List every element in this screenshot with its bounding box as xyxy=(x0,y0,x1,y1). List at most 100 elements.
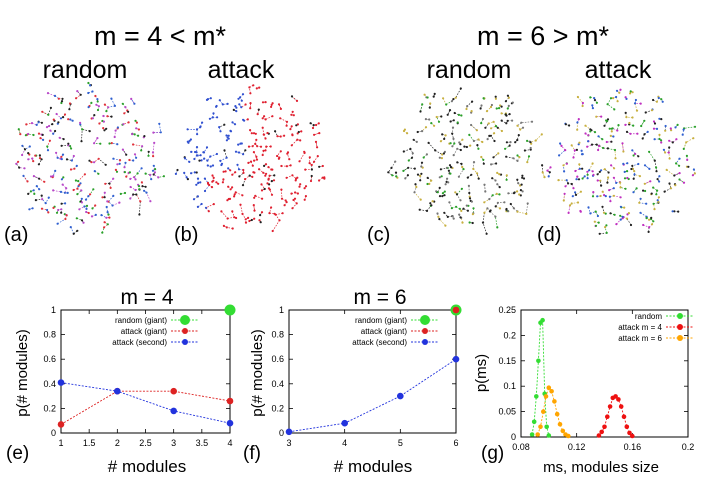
network-node xyxy=(416,173,420,176)
network-node xyxy=(93,142,96,145)
network-node xyxy=(494,215,497,218)
network-node xyxy=(48,139,52,142)
network-node xyxy=(519,128,522,131)
network-node xyxy=(223,149,226,152)
network-node xyxy=(63,113,67,116)
network-node xyxy=(596,173,599,176)
network-node xyxy=(516,178,519,181)
network-node xyxy=(72,232,75,235)
network-node xyxy=(507,192,510,195)
network-edge xyxy=(482,222,487,234)
network-node xyxy=(648,150,651,153)
network-node xyxy=(419,110,422,113)
network-node xyxy=(669,127,672,130)
x-tick-label: 0.16 xyxy=(624,442,642,452)
data-point-attack-second xyxy=(57,379,65,386)
network-node xyxy=(623,177,627,180)
network-node xyxy=(600,115,603,118)
network-node xyxy=(37,121,40,124)
network-node xyxy=(576,175,579,178)
network-node xyxy=(255,138,258,141)
network-node xyxy=(658,180,661,183)
data-point-attack-m-4 xyxy=(627,430,632,436)
network-node xyxy=(621,215,624,218)
network-edge xyxy=(224,150,227,158)
network-image-a xyxy=(15,81,165,235)
network-node xyxy=(593,131,597,134)
network-node xyxy=(472,161,476,164)
network-node xyxy=(483,211,486,214)
network-edge xyxy=(113,158,121,161)
network-edge xyxy=(664,187,672,192)
network-node xyxy=(122,123,125,126)
network-node xyxy=(541,171,544,174)
network-node xyxy=(623,170,626,173)
network-node xyxy=(427,141,430,144)
network-node xyxy=(44,202,47,205)
network-node xyxy=(506,119,509,122)
network-node xyxy=(489,105,493,109)
network-node xyxy=(516,159,519,162)
network-edge xyxy=(57,218,66,224)
network-node xyxy=(441,133,444,136)
network-node xyxy=(96,98,99,101)
network-node xyxy=(517,182,520,185)
network-node xyxy=(639,102,642,105)
network-node xyxy=(293,197,297,200)
network-edge xyxy=(634,103,638,111)
network-node xyxy=(313,160,316,163)
network-node xyxy=(655,170,658,173)
network-node xyxy=(635,109,639,112)
network-edge xyxy=(640,212,647,217)
network-node xyxy=(62,138,65,141)
network-node xyxy=(78,208,81,211)
network-node xyxy=(591,170,594,173)
y-tick-label: 0 xyxy=(511,432,516,442)
network-node xyxy=(249,92,252,95)
x-tick-label: 0.08 xyxy=(512,442,530,452)
network-node xyxy=(132,159,135,162)
network-node xyxy=(231,210,234,213)
network-node xyxy=(452,217,455,220)
network-node xyxy=(285,124,288,127)
network-node xyxy=(265,145,268,148)
network-node xyxy=(102,114,105,118)
network-node xyxy=(100,214,103,217)
network-node xyxy=(563,192,566,195)
network-node xyxy=(516,190,519,193)
network-node xyxy=(548,171,551,174)
network-node xyxy=(259,214,262,217)
network-node xyxy=(289,128,292,131)
network-node xyxy=(265,172,268,175)
network-node xyxy=(685,141,688,144)
network-node xyxy=(205,98,209,101)
network-node xyxy=(601,138,604,141)
network-node xyxy=(579,210,582,213)
network-node xyxy=(254,132,257,135)
network-node xyxy=(484,190,487,193)
network-node xyxy=(206,159,209,162)
network-node xyxy=(426,182,429,186)
network-node xyxy=(29,190,32,193)
network-node xyxy=(437,120,441,123)
network-node xyxy=(90,215,94,218)
network-node xyxy=(264,137,267,140)
network-node xyxy=(255,87,258,90)
network-node xyxy=(290,95,294,98)
network-node xyxy=(668,146,671,149)
network-node xyxy=(237,143,240,146)
network-node xyxy=(652,220,655,223)
network-node xyxy=(591,107,595,110)
network-node xyxy=(642,189,645,192)
network-node xyxy=(256,113,259,116)
network-node xyxy=(18,166,21,169)
network-edge xyxy=(255,195,263,200)
data-point-attack-m-6 xyxy=(554,411,560,417)
network-node xyxy=(567,182,570,185)
network-node xyxy=(471,221,474,225)
network-node xyxy=(480,104,483,107)
network-node xyxy=(40,121,44,124)
network-node xyxy=(234,150,238,153)
network-node xyxy=(62,116,65,119)
network-node xyxy=(692,137,695,140)
